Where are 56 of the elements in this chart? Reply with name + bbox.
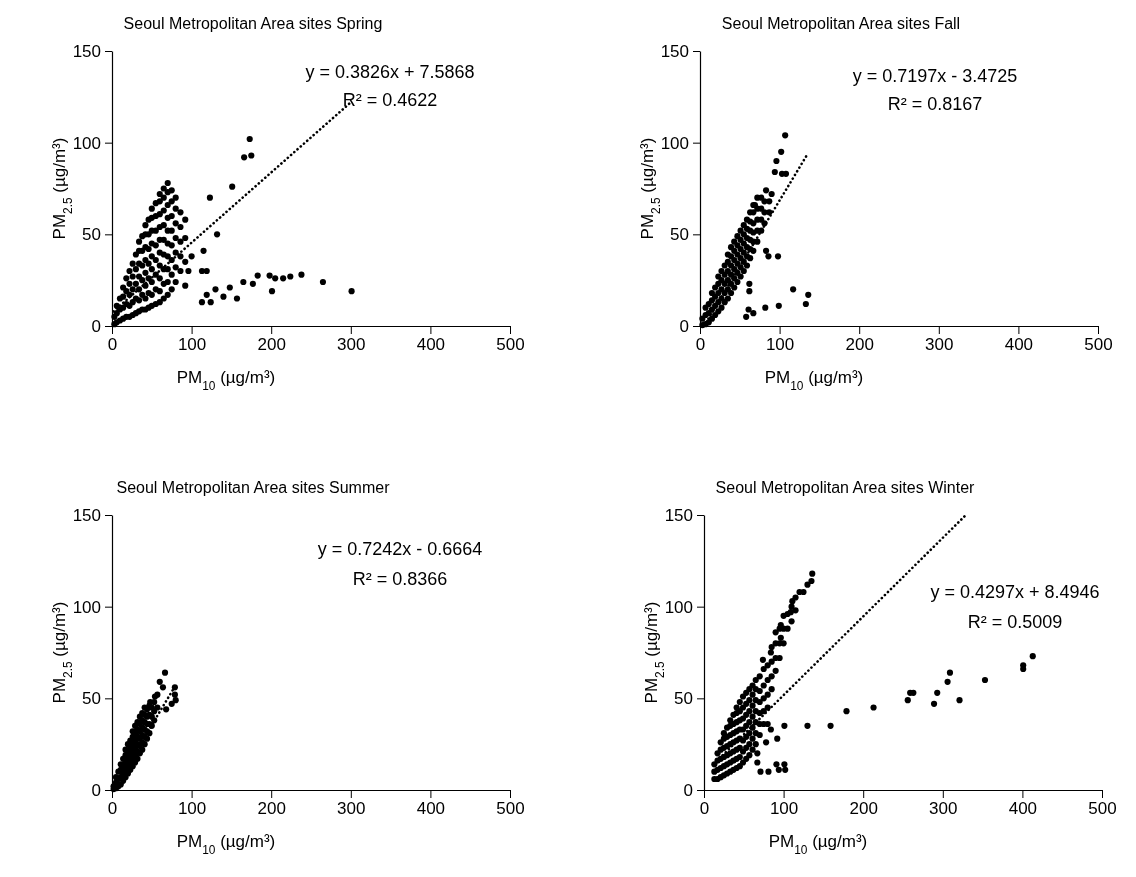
x-tick-label: 0 (699, 799, 710, 819)
x-tick-label: 400 (1008, 799, 1038, 819)
x-tick-label: 100 (769, 799, 799, 819)
y-tick-label: 50 (82, 689, 101, 709)
y-tick-label: 100 (660, 133, 689, 153)
x-axis-title: PM$_{10}$ (µg/m³) (764, 368, 864, 393)
x-tick-label: 300 (337, 799, 366, 819)
x-tick-label: 100 (177, 335, 207, 355)
x-tick-label: 500 (496, 799, 525, 819)
x-tick-label: 400 (1004, 335, 1034, 355)
y-tick-label: 0 (679, 316, 689, 336)
annotation: R² = 0.4622 (342, 90, 438, 110)
y-tick-label: 100 (664, 597, 693, 617)
y-tick-label: 150 (72, 505, 101, 525)
annotation: R² = 0.8366 (352, 569, 448, 589)
chart-title: Seoul Metropolitan Area sites Summer (116, 479, 391, 496)
y-tick-label: 0 (683, 780, 693, 800)
y-tick-label: 150 (660, 41, 689, 61)
x-tick-label: 0 (107, 799, 118, 819)
y-tick-label: 100 (72, 133, 101, 153)
annotation: R² = 0.8167 (887, 94, 983, 114)
y-tick-label: 100 (72, 597, 101, 617)
x-tick-label: 200 (849, 799, 878, 819)
y-tick-label: 0 (91, 316, 101, 336)
chart-title: Seoul Metropolitan Area sites Winter (715, 479, 976, 496)
x-tick-label: 300 (925, 335, 954, 355)
x-axis-title: PM$_{10}$ (µg/m³) (176, 832, 276, 857)
y-tick-label: 150 (72, 41, 101, 61)
chart-title: Seoul Metropolitan Area sites Spring (123, 15, 383, 32)
annotation: y = 0.4297x + 8.4946 (930, 582, 1100, 602)
x-tick-label: 100 (765, 335, 795, 355)
x-tick-label: 400 (416, 335, 446, 355)
x-tick-label: 500 (496, 335, 525, 355)
y-tick-label: 50 (670, 225, 689, 245)
x-axis-title: PM$_{10}$ (µg/m³) (176, 368, 276, 393)
annotation: y = 0.7242x - 0.6664 (317, 539, 483, 559)
annotation: y = 0.3826x + 7.5868 (305, 62, 475, 82)
y-tick-label: 50 (82, 225, 101, 245)
x-tick-label: 0 (695, 335, 706, 355)
x-tick-label: 100 (177, 799, 207, 819)
x-tick-label: 200 (845, 335, 874, 355)
x-axis-title: PM$_{10}$ (µg/m³) (768, 832, 868, 857)
x-tick-label: 200 (257, 799, 286, 819)
annotation: R² = 0.5009 (967, 612, 1063, 632)
x-tick-label: 300 (337, 335, 366, 355)
annotation: y = 0.7197x - 3.4725 (852, 66, 1018, 86)
chart-title: Seoul Metropolitan Area sites Fall (721, 15, 961, 32)
y-tick-label: 150 (664, 505, 693, 525)
x-tick-label: 0 (107, 335, 118, 355)
x-tick-label: 300 (929, 799, 958, 819)
y-tick-label: 0 (91, 780, 101, 800)
y-tick-label: 50 (674, 689, 693, 709)
x-tick-label: 500 (1084, 335, 1113, 355)
x-tick-label: 400 (416, 799, 446, 819)
x-tick-label: 500 (1088, 799, 1117, 819)
x-tick-label: 200 (257, 335, 286, 355)
